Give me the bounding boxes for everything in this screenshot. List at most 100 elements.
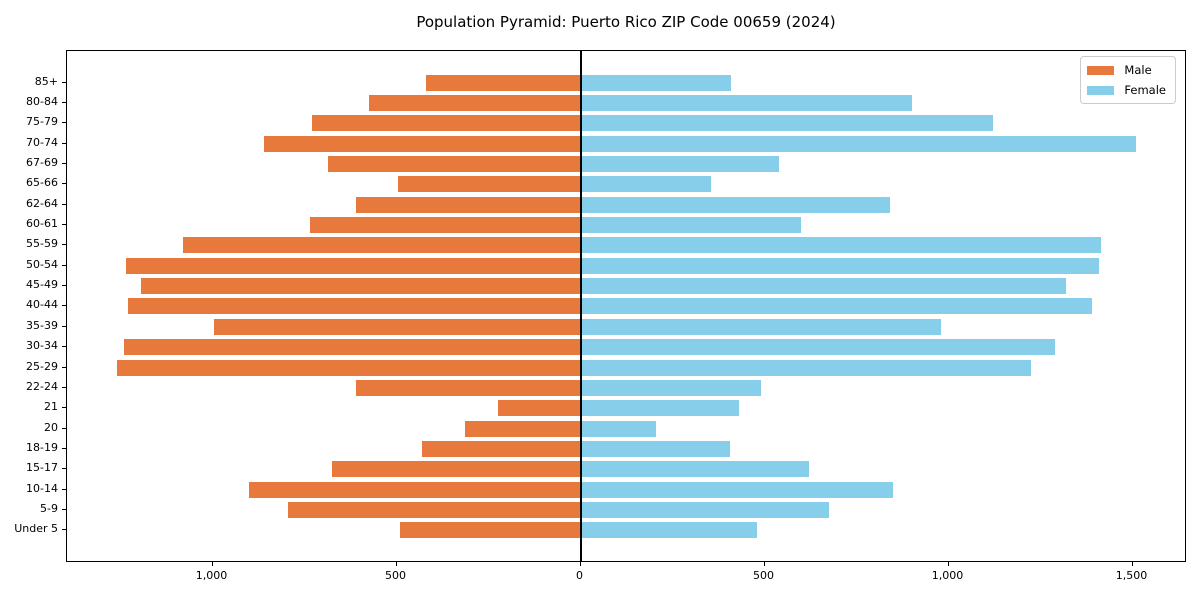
y-tick-label: 67-69 [26,156,58,170]
bar-female-67-69 [580,156,780,173]
y-tick-label: 85+ [34,74,58,88]
bar-male-62-64 [356,196,581,213]
bar-female-21 [580,400,739,417]
bar-female-85- [580,74,732,91]
bar-female-40-44 [580,298,1093,315]
y-tick-mark [62,305,66,307]
bar-female-80-84 [580,95,912,112]
bar-male-21 [497,400,581,417]
bar-male-65-66 [398,176,581,193]
y-tick-mark [62,488,66,490]
y-tick-mark [62,325,66,327]
legend-female-label: Female [1124,83,1166,97]
y-tick-label: 70-74 [26,135,58,149]
y-tick-mark [62,386,66,388]
y-tick-mark [62,183,66,185]
y-tick-label: 50-54 [26,257,58,271]
bar-male-10-14 [249,481,581,498]
bar-female-30-34 [580,339,1056,356]
x-tick-mark [579,562,581,566]
y-tick-mark [62,285,66,287]
bar-female-25-29 [580,359,1032,376]
chart-title: Population Pyramid: Puerto Rico ZIP Code… [416,13,836,31]
y-tick-label: 60-61 [26,217,58,231]
y-tick-mark [62,122,66,124]
y-tick-mark [62,203,66,205]
bar-male-75-79 [311,115,581,132]
bar-female-65-66 [580,176,712,193]
bar-female-5-9 [580,501,829,518]
bar-female-62-64 [580,196,890,213]
bar-female-22-24 [580,379,761,396]
bar-male-40-44 [127,298,581,315]
y-tick-label: 45-49 [26,278,58,292]
bar-male-under-5 [400,522,581,539]
y-tick-label: 40-44 [26,298,58,312]
bar-male-60-61 [310,217,581,234]
bar-male-67-69 [328,156,581,173]
x-tick-label: 1,000 [195,569,228,582]
y-tick-label: 15-17 [26,461,58,475]
legend-entry-male: Male [1087,63,1166,77]
y-tick-label: 30-34 [26,339,58,353]
bar-female-35-39 [580,318,942,335]
y-tick-mark [62,346,66,348]
x-tick-mark [763,562,765,566]
y-tick-mark [62,264,66,266]
y-tick-label: 18-19 [26,440,58,454]
y-tick-label: 65-66 [26,176,58,190]
bar-male-35-39 [214,318,581,335]
y-tick-label: 25-29 [26,359,58,373]
bar-male-85- [425,74,581,91]
y-tick-label: 75-79 [26,115,58,129]
bar-female-45-49 [580,278,1067,295]
y-tick-mark [62,508,66,510]
x-tick-label: 1,000 [931,569,964,582]
y-tick-label: 20 [44,420,58,434]
bar-female-18-19 [580,440,730,457]
bar-male-15-17 [332,461,581,478]
legend-male-swatch [1087,65,1115,75]
y-tick-label: 5-9 [40,501,58,515]
x-tick-mark [395,562,397,566]
bar-male-5-9 [287,501,581,518]
y-tick-label: 80-84 [26,95,58,109]
y-tick-mark [62,102,66,104]
bar-male-18-19 [422,440,581,457]
legend-female-swatch [1087,85,1115,95]
legend-entry-female: Female [1087,83,1166,97]
y-tick-mark [62,468,66,470]
y-tick-label: 55-59 [26,237,58,251]
bar-female-20 [580,420,656,437]
x-tick-label: 1,500 [1115,569,1148,582]
bar-female-70-74 [580,135,1137,152]
bar-male-55-59 [183,237,581,254]
y-tick-label: 10-14 [26,481,58,495]
bar-male-80-84 [368,95,581,112]
x-tick-label: 500 [753,569,774,582]
bar-male-20 [464,420,581,437]
zero-axis-line [579,51,582,561]
y-tick-mark [62,407,66,409]
y-tick-mark [62,163,66,165]
bar-female-15-17 [580,461,809,478]
y-tick-label: 22-24 [26,379,58,393]
bar-male-45-49 [140,278,581,295]
x-tick-mark [947,562,949,566]
y-tick-label: 35-39 [26,318,58,332]
bar-female-50-54 [580,257,1100,274]
y-tick-mark [62,142,66,144]
x-tick-mark [211,562,213,566]
bar-male-25-29 [116,359,581,376]
plot-area: Male Female [66,50,1186,562]
y-tick-mark [62,244,66,246]
bar-male-70-74 [264,135,581,152]
legend-male-label: Male [1124,63,1152,77]
x-tick-label: 0 [576,569,583,582]
x-tick-label: 500 [385,569,406,582]
y-tick-label: Under 5 [14,522,58,536]
legend: Male Female [1080,56,1176,104]
y-tick-label: 21 [44,400,58,414]
y-tick-mark [62,447,66,449]
